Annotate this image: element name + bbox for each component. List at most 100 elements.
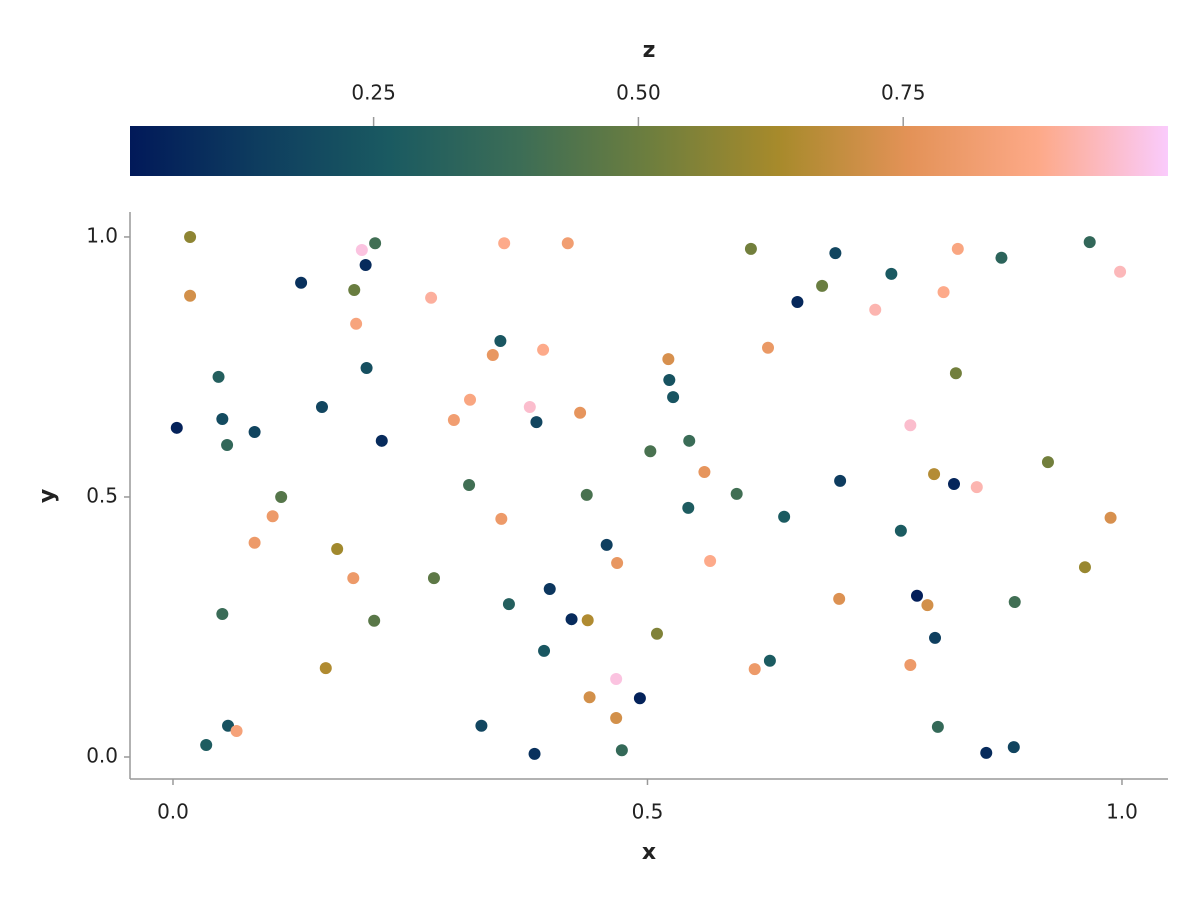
point	[498, 237, 511, 250]
point	[937, 286, 950, 299]
point	[427, 572, 440, 585]
point	[748, 663, 761, 676]
point	[644, 445, 657, 458]
point	[910, 589, 923, 602]
point	[894, 524, 907, 537]
point	[538, 644, 551, 657]
point	[1041, 456, 1054, 469]
point	[315, 401, 328, 414]
point	[350, 317, 363, 330]
point	[565, 613, 578, 626]
point	[929, 631, 942, 644]
point	[921, 599, 934, 612]
point	[611, 557, 624, 570]
point	[704, 554, 717, 567]
point	[463, 479, 476, 492]
y-axis-label: y	[35, 489, 60, 503]
point	[275, 490, 288, 503]
point	[170, 421, 183, 434]
point	[833, 592, 846, 605]
point	[574, 406, 587, 419]
point	[495, 512, 508, 525]
point	[266, 510, 279, 523]
point	[486, 349, 499, 362]
point	[778, 510, 791, 523]
x-axis-label: x	[642, 840, 656, 865]
point	[360, 362, 373, 375]
point	[200, 739, 213, 752]
point	[615, 744, 628, 757]
point	[600, 538, 613, 551]
point	[543, 583, 556, 596]
point	[816, 279, 829, 292]
point	[580, 488, 593, 501]
x-tick-label: 1.0	[1106, 800, 1138, 824]
point	[1008, 596, 1021, 609]
point	[928, 468, 941, 481]
point	[447, 414, 460, 427]
point	[948, 477, 961, 490]
y-tick-label: 0.5	[86, 483, 118, 507]
point	[1078, 561, 1091, 574]
point	[904, 419, 917, 432]
point	[834, 474, 847, 487]
point	[583, 691, 596, 704]
colorbar-tick-label: 0.50	[616, 81, 661, 105]
point	[331, 542, 344, 555]
point	[869, 303, 882, 316]
point	[368, 614, 381, 627]
colorbar-tick-label: 0.25	[351, 81, 396, 105]
point	[475, 719, 488, 732]
point	[523, 401, 536, 414]
point	[650, 627, 663, 640]
point	[1104, 511, 1117, 524]
x-tick-label: 0.0	[157, 800, 189, 824]
colorbar	[130, 126, 1168, 176]
point	[355, 243, 368, 256]
point	[682, 501, 695, 514]
point	[980, 746, 993, 759]
point	[995, 251, 1008, 264]
point	[885, 267, 898, 280]
point	[791, 295, 804, 308]
point	[970, 481, 983, 494]
y-tick-label: 0.0	[86, 744, 118, 768]
point	[494, 334, 507, 347]
colorbar-tick-label: 0.75	[881, 81, 926, 105]
point	[951, 242, 964, 255]
point	[369, 237, 382, 250]
point	[1007, 741, 1020, 754]
point	[762, 341, 775, 354]
point	[561, 237, 574, 250]
point	[949, 367, 962, 380]
point	[763, 654, 776, 667]
point	[1083, 236, 1096, 249]
point	[184, 289, 197, 302]
point	[663, 373, 676, 386]
point	[931, 720, 944, 733]
point	[221, 438, 234, 451]
point	[662, 353, 675, 366]
point	[610, 672, 623, 685]
point	[667, 391, 680, 404]
point	[347, 572, 360, 585]
point	[319, 662, 332, 675]
point	[530, 416, 543, 429]
point	[295, 276, 308, 289]
point	[248, 425, 261, 438]
point	[216, 607, 229, 620]
point	[683, 434, 696, 447]
point	[537, 343, 550, 356]
x-tick-label: 0.5	[632, 800, 664, 824]
point	[633, 692, 646, 705]
point	[528, 747, 541, 760]
point	[502, 598, 515, 611]
point	[375, 434, 388, 447]
point	[730, 487, 743, 500]
point	[216, 412, 229, 425]
point	[464, 393, 477, 406]
y-tick-label: 1.0	[86, 223, 118, 247]
colorbar-label: z	[643, 38, 656, 63]
point	[230, 725, 243, 738]
